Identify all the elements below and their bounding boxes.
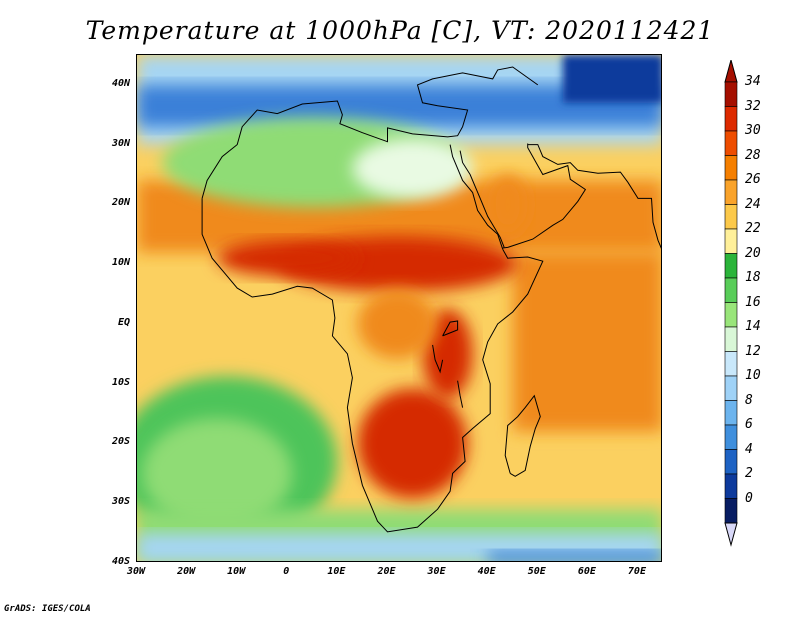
colorbar-label: 28 — [745, 147, 761, 163]
colorbar-swatch — [724, 375, 738, 401]
colorbar-label: 20 — [745, 245, 761, 261]
colorbar-label: 8 — [745, 392, 753, 408]
lake-victoria — [442, 320, 459, 337]
map-canvas — [137, 55, 661, 561]
south-asia-coast — [527, 144, 661, 249]
colorbar-swatch — [724, 326, 738, 352]
temperature-field — [137, 55, 661, 561]
lon-label: 40E — [477, 566, 496, 577]
southern-ocean — [487, 551, 661, 561]
colorbar-label: 6 — [745, 417, 753, 432]
lake-tanganyika — [432, 344, 444, 374]
colorbar-swatch — [724, 400, 738, 426]
colorbar-swatch — [724, 81, 738, 107]
madagascar — [504, 394, 541, 477]
lat-label: 20S — [111, 436, 130, 448]
lon-label: 10E — [327, 566, 346, 577]
colorbar-swatch — [724, 473, 738, 499]
congo-warm — [357, 288, 438, 359]
lon-label: 20W — [177, 566, 196, 577]
lon-label: 0 — [283, 566, 290, 577]
lake-malawi — [457, 380, 464, 408]
colorbar-label: 26 — [745, 172, 761, 187]
lon-label: 30E — [427, 566, 446, 577]
colorbar — [724, 60, 738, 547]
west-africa-hot — [217, 240, 358, 277]
colorbar-label: 24 — [745, 196, 761, 212]
coastlines — [201, 66, 661, 533]
colorbar-swatch — [724, 302, 738, 328]
lat-label: EQ — [117, 316, 130, 328]
colorbar-swatch — [724, 155, 738, 181]
south-atlantic-core — [142, 418, 293, 529]
map-title: Temperature at 1000hPa [C], VT: 20201124… — [85, 16, 715, 45]
africa-outline — [201, 198, 544, 533]
colorbar-over-triangle — [724, 60, 738, 83]
colorbar-label: 18 — [745, 270, 761, 285]
colorbar-label: 10 — [745, 368, 761, 383]
lat-label: 30S — [111, 496, 130, 508]
red-sea-west — [449, 144, 504, 250]
arabia-warm — [487, 174, 528, 235]
lon-label: 30W — [126, 566, 146, 577]
red-sea-east — [459, 150, 505, 248]
credit-text: GrADS: IGES/COLA — [4, 604, 91, 614]
colorbar-swatch — [724, 449, 738, 475]
colorbar-label: 0 — [745, 490, 753, 506]
colorbar-label: 32 — [745, 98, 761, 114]
southern-africa-hot — [357, 388, 468, 499]
colorbar-swatch — [724, 277, 738, 303]
colorbar-swatch — [724, 228, 738, 254]
colorbar-label: 2 — [745, 466, 753, 481]
colorbar-under-triangle — [724, 522, 738, 547]
lat-label: 10N — [111, 257, 130, 269]
colorbar-swatch — [724, 106, 738, 132]
lon-label: 10W — [227, 566, 246, 577]
colorbar-label: 30 — [745, 123, 761, 138]
lat-label: 40N — [111, 77, 130, 89]
lon-label: 20E — [377, 566, 396, 577]
lat-label: 30N — [111, 137, 130, 149]
indian-ocean-warm — [512, 252, 661, 432]
colorbar-label: 16 — [745, 294, 761, 310]
lon-label: 70E — [627, 566, 646, 577]
colorbar-swatch — [724, 351, 738, 377]
lon-label: 60E — [577, 566, 596, 577]
colorbar-swatch — [724, 498, 738, 524]
colorbar-swatch — [724, 130, 738, 156]
lat-label: 40S — [111, 556, 130, 567]
libyan-desert — [352, 138, 473, 199]
colorbar-label: 12 — [745, 343, 761, 359]
lon-label: 50E — [527, 566, 546, 577]
colorbar-label: 14 — [745, 319, 761, 334]
temperature-map — [136, 54, 662, 562]
arabia-coast — [502, 143, 587, 249]
asia-cold — [562, 55, 661, 103]
colorbar-swatch — [724, 179, 738, 205]
colorbar-label: 4 — [745, 441, 753, 457]
lat-label: 10S — [111, 376, 130, 388]
colorbar-swatch — [724, 424, 738, 450]
colorbar-label: 34 — [745, 74, 761, 89]
colorbar-swatch — [724, 204, 738, 230]
north-africa-coast — [201, 66, 539, 199]
colorbar-label: 22 — [745, 221, 761, 236]
colorbar-swatch — [724, 253, 738, 279]
lat-label: 20N — [111, 197, 130, 209]
